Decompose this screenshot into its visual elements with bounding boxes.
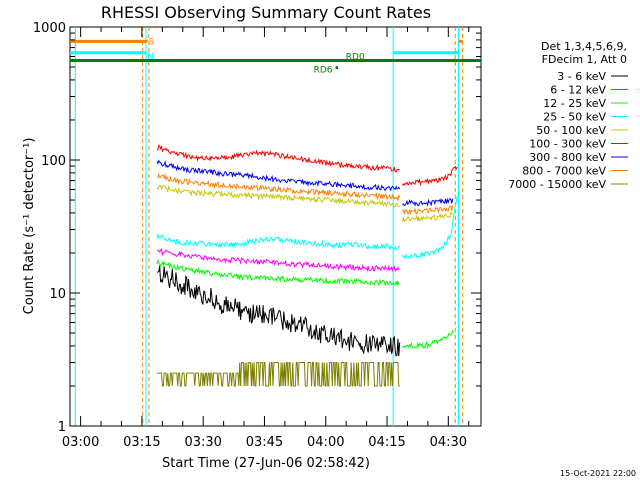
y-tick-label-1: 1 bbox=[58, 420, 66, 435]
series-5-trace-0 bbox=[156, 144, 400, 173]
series-4-trace-0 bbox=[156, 184, 400, 208]
series-7-trace-0 bbox=[156, 172, 401, 202]
chart-title: RHESSI Observing Summary Count Rates bbox=[101, 3, 431, 22]
x-tick-label-0345: 03:45 bbox=[246, 435, 283, 450]
series-layer bbox=[156, 144, 458, 387]
x-axis-label: Start Time (27-Jun-06 02:58:42) bbox=[162, 456, 370, 471]
series-4-trace-1 bbox=[401, 211, 453, 223]
y-tick-label-10: 10 bbox=[49, 287, 66, 302]
series-0-trace-0 bbox=[156, 265, 401, 357]
x-tick-label-0430: 04:30 bbox=[430, 435, 467, 450]
flag-label-rd6: RD6 bbox=[314, 66, 333, 76]
legend-label-5: 100 - 300 keV bbox=[529, 138, 606, 151]
series-5-trace-1 bbox=[401, 165, 458, 187]
x-tick-label-0330: 03:30 bbox=[184, 435, 221, 450]
flag-label-s: S bbox=[149, 37, 155, 47]
legend-label-7: 800 - 7000 keV bbox=[522, 165, 606, 178]
x-tick-label-0315: 03:15 bbox=[123, 435, 160, 450]
plot-frame bbox=[69, 26, 482, 427]
x-tick-label-0400: 04:00 bbox=[307, 435, 344, 450]
series-3-trace-0 bbox=[156, 233, 400, 251]
series-1-trace-0 bbox=[156, 248, 400, 273]
generation-timestamp: 15-Oct-2021 22:00 bbox=[560, 469, 636, 478]
plot-vertical-lines bbox=[74, 27, 464, 426]
x-tick-label-0415: 04:15 bbox=[368, 435, 405, 450]
flag-label-rd0: RD0 bbox=[346, 52, 365, 62]
series-6-trace-0 bbox=[156, 159, 401, 192]
legend-label-8: 7000 - 15000 keV bbox=[508, 178, 606, 191]
flag-label-n: N bbox=[147, 52, 154, 62]
x-axis: 03:00 03:15 03:30 03:45 04:00 04:15 04:30 bbox=[62, 27, 470, 450]
legend-label-0: 3 - 6 keV bbox=[557, 70, 606, 83]
legend-label-1: 6 - 12 keV bbox=[550, 84, 606, 97]
series-8-trace-0 bbox=[157, 362, 400, 387]
x-tick-label-0300: 03:00 bbox=[62, 435, 99, 450]
series-2-trace-1 bbox=[402, 330, 454, 350]
y-tick-label-100: 100 bbox=[41, 154, 66, 169]
legend: Det 1,3,4,5,6,9,FDecim 1, Att 0 3 - 6 keV… bbox=[508, 40, 628, 191]
y-tick-label-1000: 1000 bbox=[33, 21, 66, 36]
legend-header-0: Det 1,3,4,5,6,9, bbox=[541, 40, 627, 53]
series-7-trace-1 bbox=[402, 205, 454, 216]
flag-bars: SN RD0 RD6 bbox=[70, 37, 481, 76]
series-6-trace-1 bbox=[402, 197, 454, 207]
y-axis: 1 10 100 1000 bbox=[33, 21, 481, 435]
legend-header-1: FDecim 1, Att 0 bbox=[542, 53, 627, 66]
series-3-trace-1 bbox=[401, 195, 458, 261]
y-axis-label: Count Rate (s⁻¹ detector⁻¹) bbox=[22, 138, 37, 315]
legend-label-3: 25 - 50 keV bbox=[543, 111, 606, 124]
legend-label-4: 50 - 100 keV bbox=[536, 124, 606, 137]
legend-label-6: 300 - 800 keV bbox=[529, 151, 606, 164]
series-2-trace-0 bbox=[156, 258, 400, 287]
legend-label-2: 12 - 25 keV bbox=[543, 97, 606, 110]
